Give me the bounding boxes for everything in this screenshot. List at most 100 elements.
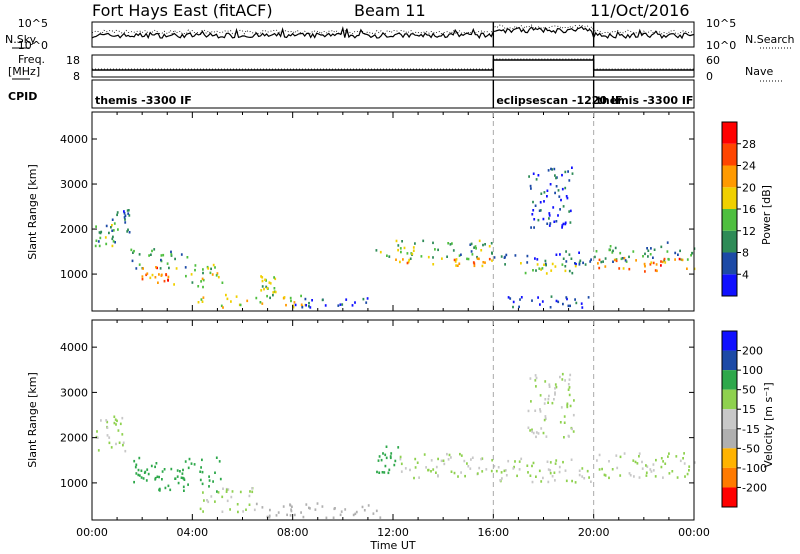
velocity-cell — [688, 469, 690, 472]
velocity-colorbar-swatch — [722, 350, 737, 371]
power-cell — [230, 300, 232, 303]
velocity-cell — [413, 476, 415, 480]
power-cell — [538, 209, 541, 212]
power-cell — [471, 253, 474, 256]
velocity-cell — [201, 458, 203, 462]
velocity-cell — [378, 471, 381, 474]
velocity-cell — [340, 510, 343, 513]
power-cell — [546, 222, 549, 225]
velocity-cell — [660, 457, 663, 460]
power-cell — [285, 303, 287, 307]
nave-tick-bottom: 0 — [706, 70, 713, 83]
power-cell — [141, 277, 144, 281]
velocity-cell — [268, 514, 271, 518]
power-cell — [529, 184, 532, 188]
velocity-cell — [286, 513, 288, 517]
x-tick-label: 00:00 — [678, 526, 710, 539]
power-cell — [644, 252, 646, 256]
velocity-cell — [113, 415, 116, 418]
velocity-cell — [564, 379, 566, 382]
velocity-cell — [578, 473, 581, 477]
velocity-cell — [437, 457, 439, 461]
velocity-cell — [385, 445, 388, 448]
velocity-colorbar-tick-label: -200 — [742, 481, 767, 494]
velocity-cell — [446, 452, 448, 456]
x-tick-label: 20:00 — [578, 526, 610, 539]
power-cell — [111, 244, 114, 248]
power-cell — [449, 243, 452, 246]
velocity-cell — [527, 409, 530, 413]
power-cell — [661, 260, 664, 264]
power-cell — [564, 186, 567, 190]
power-cell — [206, 265, 209, 269]
power-cell — [311, 299, 313, 302]
velocity-cell — [693, 461, 696, 464]
power-cell — [397, 244, 400, 247]
power-cell — [386, 254, 388, 257]
velocity-cell — [683, 462, 686, 465]
velocity-cell — [154, 465, 156, 469]
power-cell — [104, 236, 107, 239]
power-cell — [664, 261, 667, 264]
power-cell — [681, 258, 684, 262]
power-cell — [111, 224, 113, 227]
velocity-cell — [416, 461, 419, 464]
power-cell — [554, 191, 556, 195]
power-cell — [145, 273, 148, 277]
power-cell — [160, 258, 162, 262]
velocity-cell — [108, 441, 111, 445]
power-cell — [273, 276, 275, 279]
power-cell — [518, 305, 520, 309]
power-cell — [194, 264, 197, 267]
power-cell — [422, 239, 425, 243]
power-cell — [260, 289, 263, 292]
power-cell — [211, 273, 214, 276]
velocity-cell — [652, 469, 655, 472]
velocity-cell — [543, 402, 546, 405]
freq-trace — [92, 58, 694, 71]
power-cell — [456, 264, 459, 267]
power-cells — [94, 166, 696, 309]
velocity-cell — [231, 490, 234, 493]
velocity-cell — [549, 469, 552, 472]
power-cell — [397, 248, 399, 252]
velocity-cell — [495, 469, 498, 473]
velocity-cell — [540, 427, 543, 430]
velocity-cell — [535, 435, 537, 439]
power-cell — [131, 259, 134, 263]
velocity-cell — [504, 469, 507, 472]
velocity-cell — [563, 421, 566, 424]
power-cell — [621, 257, 624, 260]
power-cell — [649, 263, 652, 266]
velocity-cell — [381, 471, 384, 474]
power-cell — [568, 210, 571, 213]
velocity-cell — [467, 465, 470, 468]
velocity-colorbar-tick-label: -15 — [742, 423, 760, 436]
power-cell — [551, 168, 553, 171]
power-cell — [406, 252, 409, 255]
power-cell — [407, 260, 410, 264]
power-cell — [345, 298, 348, 301]
power-cell — [620, 257, 623, 261]
power-cell — [123, 210, 125, 213]
power-cell — [545, 272, 548, 275]
velocity-cell — [236, 503, 239, 506]
velocity-cell — [115, 442, 117, 446]
power-cell — [571, 271, 574, 275]
power-cell — [266, 286, 269, 290]
velocity-cell — [570, 458, 573, 461]
velocity-cell — [156, 475, 159, 478]
power-cell — [212, 263, 215, 267]
power-cell — [548, 217, 550, 220]
velocity-cell — [400, 470, 403, 473]
power-cell — [615, 258, 618, 261]
power-cell — [460, 253, 462, 256]
velocity-cell — [636, 462, 639, 465]
power-cell — [650, 247, 652, 250]
velocity-cell — [537, 432, 540, 435]
velocity-cell — [476, 472, 479, 475]
power-cell — [549, 306, 552, 309]
velocity-cell — [500, 471, 503, 474]
velocity-cell — [531, 480, 534, 484]
power-cell — [575, 262, 577, 266]
